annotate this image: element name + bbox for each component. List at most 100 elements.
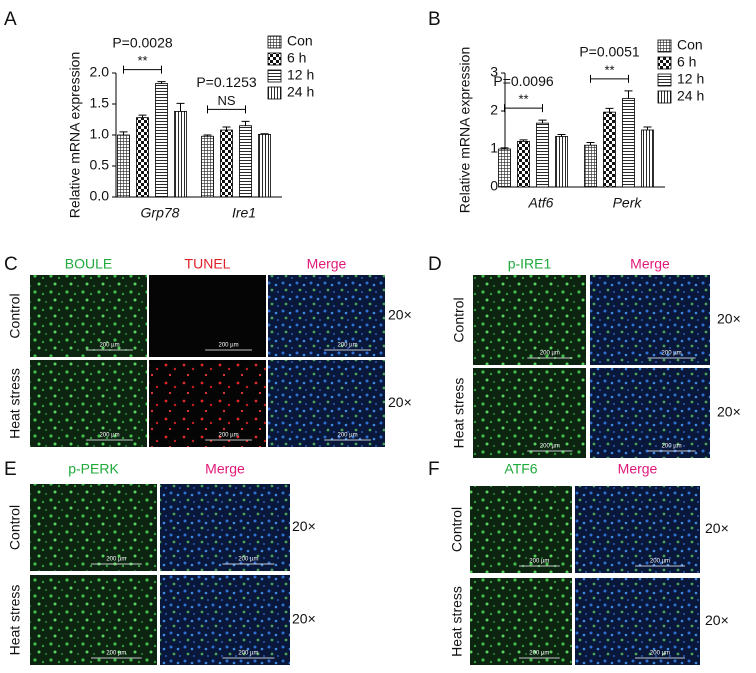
magnification: 20× — [292, 518, 316, 534]
error-bar — [500, 147, 509, 149]
scale-bar-label: 200 µm — [662, 444, 682, 450]
micrograph — [160, 575, 290, 665]
bar — [517, 140, 530, 188]
scale-bar-label: 200 µm — [238, 557, 258, 563]
y-axis-label: Relative mRNA expression — [457, 47, 473, 214]
magnification: 20× — [388, 394, 412, 410]
panel-letter: F — [428, 459, 440, 480]
legend-swatch — [267, 52, 282, 66]
bar — [220, 129, 233, 198]
y-axis-label: Relative mRNA expression — [67, 52, 83, 219]
magnification: 20× — [717, 404, 741, 420]
error-bar — [157, 81, 166, 84]
column-header: Merge — [307, 256, 347, 272]
legend-swatch — [657, 56, 672, 70]
y-tick-label: 2 — [490, 102, 498, 118]
row-label: Control — [449, 507, 465, 552]
p-value: P=0.0096 — [493, 73, 554, 89]
significance-bracket — [590, 74, 629, 83]
micrograph — [590, 275, 710, 365]
significance-bracket — [504, 104, 543, 113]
bar — [201, 135, 214, 198]
error-bar — [519, 139, 528, 142]
error-bar — [586, 142, 595, 146]
legend-label: 24 h — [677, 88, 704, 104]
row-label: Control — [7, 293, 23, 338]
bar — [536, 122, 549, 188]
magnification: 20× — [292, 611, 316, 627]
error-bar — [138, 114, 147, 118]
row-label: Heat stress — [449, 586, 465, 657]
scale-bar-label: 200 µm — [540, 444, 560, 450]
bar — [174, 111, 187, 198]
column-header: p-PERK — [68, 461, 119, 477]
significance: ** — [604, 62, 614, 77]
column-header: TUNEL — [185, 256, 231, 272]
y-tick-label: 3 — [490, 64, 498, 80]
legend-label: 6 h — [677, 54, 696, 70]
error-bar — [624, 90, 633, 99]
scale-bar-label: 200 µm — [337, 433, 357, 439]
significance-bracket — [123, 65, 162, 74]
micrograph — [470, 578, 572, 665]
legend-label: Con — [287, 33, 313, 49]
scale-bar-label: 200 µm — [238, 651, 258, 657]
micrograph — [30, 484, 157, 571]
panel-letter: E — [4, 459, 17, 480]
significance-bracket — [207, 105, 246, 114]
legend-swatch — [657, 73, 672, 87]
error-bar — [222, 126, 231, 131]
legend-swatch — [657, 39, 672, 53]
magnification: 20× — [388, 307, 412, 323]
legend-label: 12 h — [287, 67, 314, 83]
column-header: Merge — [618, 461, 658, 477]
y-tick-label: 0 — [490, 178, 498, 194]
magnification: 20× — [717, 311, 741, 327]
error-bar — [643, 126, 652, 130]
scale-bar-label: 200 µm — [662, 351, 682, 357]
error-bar — [203, 134, 212, 137]
micrograph — [470, 486, 572, 573]
scale-bar-label: 200 µm — [337, 343, 357, 349]
bar — [641, 129, 654, 188]
significance: ** — [518, 92, 528, 107]
scale-bar-label: 200 µm — [218, 343, 238, 349]
micrograph — [30, 360, 147, 447]
y-tick-label: 1.0 — [90, 126, 110, 142]
scale-bar-label: 200 µm — [529, 559, 549, 565]
row-label: Control — [7, 505, 23, 550]
micrograph — [160, 484, 290, 571]
panel-letter: D — [428, 254, 442, 275]
row-label: Heat stress — [451, 378, 467, 449]
significance: NS — [217, 93, 235, 108]
bar — [555, 136, 568, 188]
scale-bar-label: 200 µm — [218, 433, 238, 439]
scale-bar-label: 200 µm — [99, 433, 119, 439]
micrograph — [149, 360, 266, 447]
error-bar — [241, 120, 250, 126]
scale-bar-label: 200 µm — [106, 651, 126, 657]
micrograph — [473, 275, 586, 365]
legend-label: 12 h — [677, 71, 704, 87]
row-label: Heat stress — [7, 585, 23, 656]
micrograph — [30, 575, 157, 665]
column-header: BOULE — [65, 256, 112, 272]
column-header: ATF6 — [504, 461, 537, 477]
p-value: P=0.1253 — [196, 74, 257, 90]
scale-bar-label: 200 µm — [99, 343, 119, 349]
micrograph — [149, 275, 266, 357]
x-tick-label: Ire1 — [232, 205, 256, 221]
legend-label: 24 h — [287, 84, 314, 100]
bar — [603, 111, 616, 188]
bar — [136, 117, 149, 198]
column-header: Merge — [630, 256, 670, 272]
scale-bar-label: 200 µm — [650, 651, 670, 657]
scale-bar-label: 200 µm — [106, 557, 126, 563]
scale-bar-label: 200 µm — [650, 559, 670, 565]
y-tick-label: 1.5 — [90, 95, 110, 111]
legend-swatch — [267, 86, 282, 100]
magnification: 20× — [705, 612, 729, 628]
x-tick-label: Atf6 — [528, 195, 554, 211]
legend-label: Con — [677, 37, 703, 53]
legend-swatch — [267, 35, 282, 49]
